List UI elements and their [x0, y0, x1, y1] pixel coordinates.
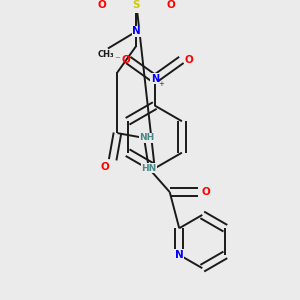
Text: +: +: [158, 81, 164, 87]
Text: N: N: [175, 250, 184, 260]
Text: O: O: [166, 0, 175, 10]
Text: CH₃: CH₃: [98, 50, 114, 59]
Text: O: O: [122, 55, 130, 65]
Text: O: O: [98, 0, 106, 10]
Text: HN: HN: [141, 164, 156, 173]
Text: NH: NH: [139, 134, 154, 142]
Text: N: N: [151, 74, 159, 84]
Text: O: O: [101, 162, 110, 172]
Text: S: S: [133, 0, 140, 10]
Text: ⁻: ⁻: [114, 55, 120, 65]
Text: O: O: [184, 55, 194, 65]
Text: N: N: [132, 26, 141, 36]
Text: O: O: [202, 187, 210, 197]
